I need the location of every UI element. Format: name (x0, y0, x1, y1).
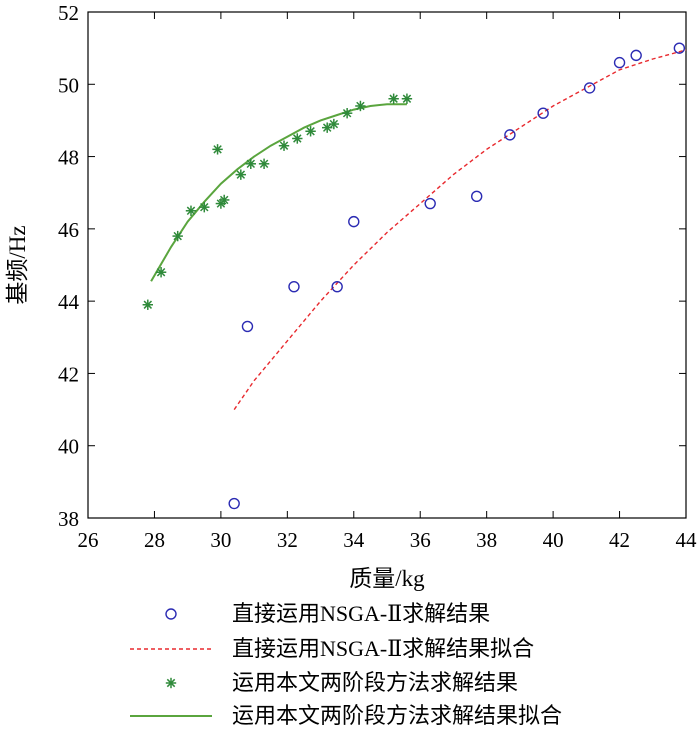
axis-ticks (87, 11, 687, 519)
data-point (424, 197, 436, 210)
data-point (537, 107, 549, 119)
legend-item-1: 直接运用NSGA-Ⅱ求解结果拟合 (130, 636, 534, 661)
data-point (228, 497, 240, 510)
data-point (142, 299, 153, 310)
data-point (388, 93, 399, 104)
y-tick-label: 46 (58, 218, 79, 242)
y-tick-label: 44 (58, 290, 80, 314)
series-line-3 (150, 103, 407, 282)
x-tick-label: 32 (277, 528, 298, 552)
data-point (471, 190, 483, 203)
data-point (278, 140, 290, 151)
data-point (341, 108, 353, 119)
y-tick-label: 40 (58, 435, 79, 459)
y-tick-label: 50 (58, 73, 79, 97)
y-axis-label: 基频/Hz (5, 225, 30, 304)
star-stroke (402, 94, 412, 103)
star-stroke (219, 195, 229, 205)
data-point (199, 201, 210, 213)
x-tick-label: 28 (144, 528, 165, 552)
star-stroke (173, 231, 182, 241)
x-tick-label: 26 (78, 528, 99, 552)
x-tick-labels: 26 28 30 32 34 36 38 40 42 44 (78, 528, 698, 552)
series-points-0 (228, 42, 686, 510)
y-tick-label: 48 (58, 146, 79, 170)
data-point (241, 320, 254, 333)
legend-item-2: 运用本文两阶段方法求解结果 (165, 670, 518, 695)
legend-item-0: 直接运用NSGA-Ⅱ求解结果 (165, 601, 490, 626)
legend-label: 直接运用NSGA-Ⅱ求解结果 (232, 601, 490, 626)
star-stroke (322, 123, 332, 132)
star-stroke (246, 159, 256, 169)
star-stroke (329, 119, 339, 129)
star-stroke (186, 206, 196, 216)
legend-label: 直接运用NSGA-Ⅱ求解结果拟合 (232, 636, 534, 661)
x-tick-label: 34 (343, 528, 365, 552)
data-point (331, 280, 343, 293)
data-point (673, 42, 686, 54)
legend-marker (165, 608, 177, 620)
x-tick-label: 36 (410, 528, 431, 552)
x-axis-label: 质量/kg (349, 566, 425, 591)
data-point (583, 82, 596, 94)
x-tick-label: 40 (543, 528, 564, 552)
series-layer (142, 42, 687, 510)
y-tick-label: 38 (58, 507, 79, 531)
data-point (504, 129, 516, 141)
series-line-1 (233, 49, 687, 410)
star-stroke (356, 101, 365, 111)
data-point (292, 133, 303, 144)
data-point (401, 93, 413, 104)
star-stroke (236, 170, 246, 179)
data-point (630, 49, 642, 62)
legend-label: 运用本文两阶段方法求解结果 (232, 670, 518, 695)
star-stroke (166, 678, 176, 688)
y-tick-label: 42 (58, 362, 79, 386)
star-stroke (259, 159, 269, 169)
star-stroke (213, 145, 222, 154)
star-stroke (342, 108, 352, 118)
data-point (328, 118, 340, 130)
star-stroke (200, 202, 209, 212)
data-point (258, 158, 270, 169)
star-stroke (306, 127, 315, 136)
star-stroke (293, 134, 302, 143)
data-point (235, 169, 247, 180)
legend-item-3: 运用本文两阶段方法求解结果拟合 (130, 703, 562, 728)
star-stroke (279, 141, 289, 150)
legend-marker (165, 677, 177, 689)
x-tick-label: 44 (676, 528, 698, 552)
data-point (613, 56, 626, 69)
x-tick-label: 30 (210, 528, 231, 552)
data-point (219, 194, 230, 206)
data-point (172, 230, 183, 242)
data-point (355, 100, 366, 112)
data-point (185, 205, 197, 216)
star-stroke (389, 94, 398, 103)
star-stroke (143, 300, 153, 309)
y-tick-labels: 38 40 42 44 46 48 50 52 (58, 1, 80, 531)
x-tick-label: 38 (476, 528, 497, 552)
legend: 直接运用NSGA-Ⅱ求解结果直接运用NSGA-Ⅱ求解结果拟合运用本文两阶段方法求… (130, 601, 562, 728)
legend-label: 运用本文两阶段方法求解结果拟合 (232, 703, 562, 728)
data-point (245, 158, 256, 169)
data-point (348, 215, 360, 228)
data-point (212, 144, 223, 155)
star-stroke (156, 267, 166, 277)
series-points-2 (142, 93, 413, 310)
x-tick-label: 42 (609, 528, 630, 552)
plot-frame (87, 11, 687, 519)
data-point (288, 280, 300, 293)
y-tick-label: 52 (58, 1, 79, 25)
data-point (155, 267, 167, 278)
data-point (305, 126, 316, 137)
